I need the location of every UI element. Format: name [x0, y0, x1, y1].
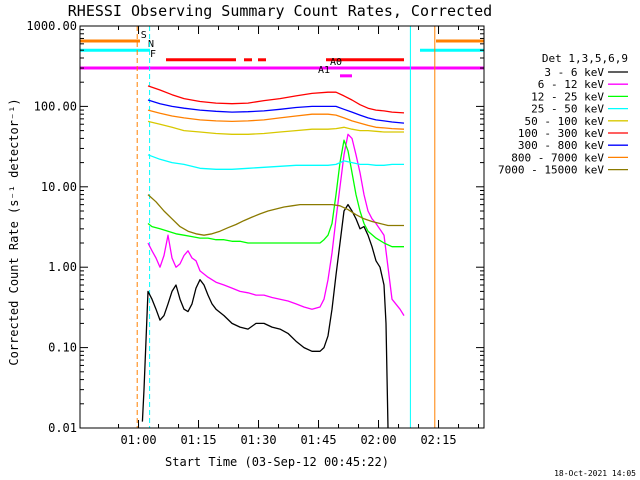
y-tick-label: 1000.00: [26, 19, 77, 33]
series-line-0: [141, 203, 389, 429]
y-tick-label: 1.00: [48, 260, 77, 274]
x-axis-label: Start Time (03-Sep-12 00:45:22): [165, 455, 389, 469]
legend-entry-label: 300 - 800 keV: [518, 139, 604, 152]
legend-entry-label: 3 - 6 keV: [544, 66, 604, 79]
legend-entry-label: 800 - 7000 keV: [511, 151, 604, 164]
x-tick-label: 01:30: [240, 433, 276, 447]
flag-label-a1: A1: [318, 65, 330, 76]
legend-entry-label: 100 - 300 keV: [518, 127, 604, 140]
legend-entry-label: 50 - 100 keV: [525, 115, 605, 128]
series-line-7: [147, 109, 405, 130]
y-tick-label: 0.10: [48, 341, 77, 355]
legend-entry-label: 25 - 50 keV: [531, 103, 604, 116]
legend-header: Det 1,3,5,6,9: [542, 52, 628, 65]
y-tick-label: 100.00: [34, 99, 77, 113]
legend-entry-label: 6 - 12 keV: [538, 78, 605, 91]
x-tick-label: 01:00: [120, 433, 156, 447]
y-axis-label: Corrected Count Rate (s⁻¹ detector⁻¹): [7, 98, 21, 365]
legend-entry-label: 7000 - 15000 keV: [498, 164, 604, 177]
flag-label-s: S: [141, 30, 147, 41]
series-line-4: [147, 120, 404, 135]
series-line-1: [147, 133, 405, 316]
series-line-8: [147, 194, 404, 236]
y-tick-label: 10.00: [41, 180, 77, 194]
flag-label-n: N: [148, 39, 154, 50]
series-line-6: [147, 99, 405, 124]
y-tick-label: 0.01: [48, 421, 77, 435]
flag-label-f: F: [150, 49, 156, 60]
legend-entry-label: 12 - 25 keV: [531, 90, 604, 103]
series-line-5: [147, 85, 405, 114]
flag-label-a0: A0: [330, 57, 342, 68]
series-line-3: [147, 154, 404, 170]
footer-timestamp: 18-Oct-2021 14:05: [554, 469, 636, 478]
x-tick-label: 01:15: [180, 433, 216, 447]
x-tick-label: 02:00: [360, 433, 396, 447]
x-tick-label: 01:45: [300, 433, 336, 447]
plot-frame: [79, 25, 485, 429]
chart-title: RHESSI Observing Summary Count Rates, Co…: [68, 2, 492, 20]
x-tick-label: 02:15: [420, 433, 456, 447]
